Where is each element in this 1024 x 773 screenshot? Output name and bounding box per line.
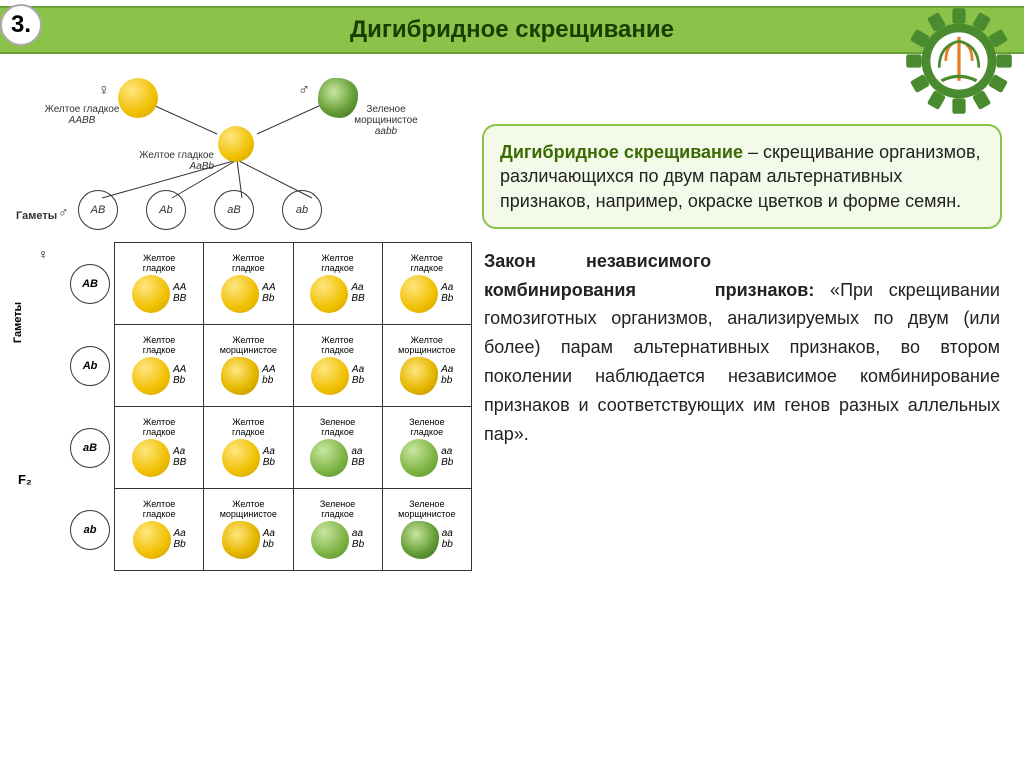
- punnett-cell-2-3: Зеленоегладкое aaBb: [382, 407, 471, 489]
- punnett-cell-0-3: Желтоегладкое AaBb: [382, 243, 471, 325]
- punnett-cell-3-2: Зеленоегладкое aaBb: [293, 489, 382, 571]
- definition-box: Дигибридное скрещивание – скрещивание ор…: [482, 124, 1002, 229]
- section-number: 3.: [0, 4, 42, 46]
- axis-male-icon: ♂: [58, 204, 69, 220]
- gametes-label-left: Гаметы: [16, 210, 57, 222]
- parent1-geno: AABB: [69, 115, 96, 126]
- f1-name: Желтое гладкое: [139, 150, 214, 161]
- f1-seed-icon: [218, 126, 254, 162]
- punnett-cell-1-2: Желтоегладкое AaBb: [293, 325, 382, 407]
- row-gamete-0: AB: [66, 243, 115, 325]
- law-title-a: Закон: [484, 251, 536, 271]
- row-gamete-2: aB: [66, 407, 115, 489]
- punnett-cell-3-3: Зеленоеморщинистое aabb: [382, 489, 471, 571]
- punnett-cell-0-0: Желтоегладкое AABB: [115, 243, 204, 325]
- punnett-cell-1-3: Желтоеморщинистое Aabb: [382, 325, 471, 407]
- parent1-label: Желтое гладкое AABB: [42, 104, 122, 126]
- parent2-label: Зеленое морщинистое aabb: [346, 104, 426, 137]
- parent2-geno: aabb: [375, 126, 397, 137]
- row-gamete-1: Ab: [66, 325, 115, 407]
- f2-label: F₂: [18, 472, 32, 487]
- punnett-cell-0-1: Желтоегладкое AABb: [204, 243, 293, 325]
- law-box: Закон независимого комбинирования призна…: [482, 243, 1002, 453]
- punnett-cell-3-0: Желтоегладкое AaBb: [115, 489, 204, 571]
- law-title-c: комбинирования: [484, 280, 636, 300]
- law-title-d: признаков:: [715, 280, 815, 300]
- diagram-column: ♀ Желтое гладкое AABB ♂ Зеленое морщинис…: [12, 64, 472, 571]
- parent-cross-diagram: ♀ Желтое гладкое AABB ♂ Зеленое морщинис…: [12, 64, 472, 234]
- law-body: «При скрещивании гомозиготных организмов…: [484, 280, 1000, 444]
- law-title-b: независимого: [586, 251, 711, 271]
- header-title: Дигибридное скрещивание: [350, 16, 674, 44]
- punnett-cell-2-1: Желтоегладкое AaBb: [204, 407, 293, 489]
- row-gamete-3: ab: [66, 489, 115, 571]
- gametes-label-side: Гаметы: [12, 302, 24, 343]
- text-column: Дигибридное скрещивание – скрещивание ор…: [482, 64, 1002, 571]
- punnett-cell-1-1: Желтоеморщинистое AAbb: [204, 325, 293, 407]
- gamete-ab: ab: [282, 190, 322, 230]
- f1-label: Желтое гладкое AaBb: [138, 150, 214, 172]
- gametes-row: AB Ab aB ab: [78, 190, 322, 230]
- female-symbol: ♀: [98, 82, 110, 100]
- gamete-AB: AB: [78, 190, 118, 230]
- f1-geno: AaBb: [190, 161, 214, 172]
- punnett-table: AB Желтоегладкое AABB Желтоегладкое AABb…: [66, 242, 472, 571]
- parent1-seed-icon: [118, 78, 158, 118]
- gear-logo-icon: [904, 6, 1014, 116]
- punnett-square: Гаметы ♀ F₂ AB Желтоегладкое AABB Желтое…: [12, 242, 472, 571]
- definition-term: Дигибридное скрещивание: [500, 142, 743, 162]
- punnett-cell-2-0: Желтоегладкое AaBB: [115, 407, 204, 489]
- parent1-name: Желтое гладкое: [45, 104, 120, 115]
- gamete-aB: aB: [214, 190, 254, 230]
- parent2-name: Зеленое морщинистое: [354, 104, 418, 126]
- content-area: ♀ Желтое гладкое AABB ♂ Зеленое морщинис…: [0, 54, 1024, 571]
- male-symbol: ♂: [298, 82, 310, 100]
- header-bar: 3. Дигибридное скрещивание: [0, 6, 1024, 54]
- punnett-cell-0-2: Желтоегладкое AaBB: [293, 243, 382, 325]
- axis-female-icon: ♀: [38, 246, 49, 262]
- punnett-cell-2-2: Зеленоегладкое aaBB: [293, 407, 382, 489]
- punnett-cell-1-0: Желтоегладкое AABb: [115, 325, 204, 407]
- punnett-cell-3-1: Желтоеморщинистое Aabb: [204, 489, 293, 571]
- gamete-Ab: Ab: [146, 190, 186, 230]
